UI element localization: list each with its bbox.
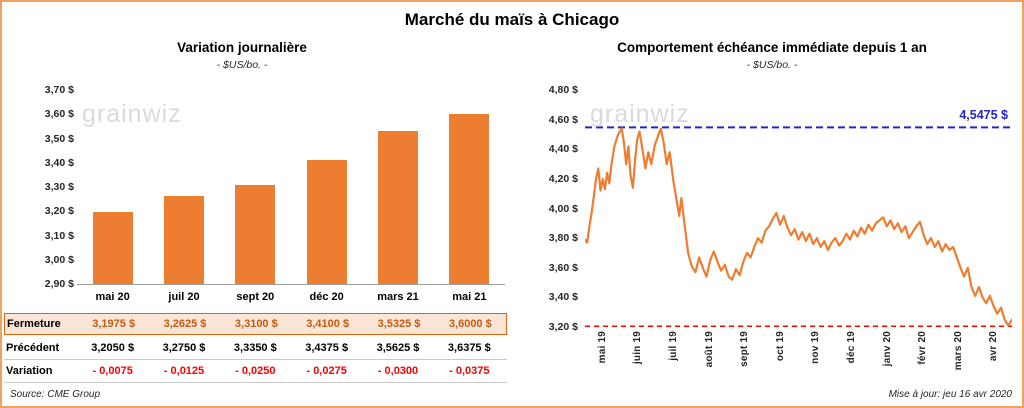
x-month-label: févr 20 (917, 331, 928, 365)
x-month-label: oct 19 (774, 331, 786, 362)
bar-5 (449, 114, 490, 284)
bar-3 (306, 160, 347, 284)
table-cell: - 0,0250 (235, 365, 276, 377)
table-cell: 3,6000 $ (448, 318, 492, 330)
y-tick-label: 3,00 $ (44, 253, 74, 266)
table-row-variation: Variation - 0,0075 - 0,0125 - 0,0250 - 0,027… (4, 361, 507, 383)
y-tick-label: 4,20 $ (548, 172, 578, 185)
table-cell: 3,6375 $ (447, 342, 491, 354)
price-table: Fermeture 3,1975 $ 3,2625 $ 3,3100 $ 3,4100 … (4, 2, 507, 406)
grainwiz-watermark: grainwiz (590, 100, 690, 128)
x-month-label: nov 19 (810, 331, 822, 364)
y-tick-label: 3,30 $ (44, 181, 74, 193)
table-cell: - 0,0125 (163, 365, 205, 377)
table-cell: 3,4375 $ (305, 342, 349, 354)
page-title: Marché du maïs à Chicago (404, 10, 620, 29)
bar-chart-title: Variation journalière (177, 40, 307, 55)
table-cell: 3,2625 $ (163, 318, 207, 330)
y-tick-label: 3,10 $ (44, 229, 74, 242)
x-month-label: mai 19 (596, 331, 608, 364)
x-month-label: avr 20 (988, 331, 1000, 362)
line-chart-title: Comportement échéance immédiate depuis 1… (617, 40, 927, 55)
bar-chart-x-axis: mai 20 juil 20 sept 20 déc 20 mars 21 mai 21 (77, 291, 505, 303)
x-category-label: sept 20 (236, 291, 275, 303)
table-cell: 3,1975 $ (92, 318, 136, 330)
bar-plot (77, 90, 505, 285)
x-category-label: déc 20 (309, 291, 344, 303)
line-chart-y-axis: 4,80 $ 4,60 $ 4,40 $ 4,20 $ 4,00 $ 3,80 $ 3,60… (528, 84, 578, 333)
y-tick-label: 3,70 $ (44, 84, 74, 96)
x-category-label: juil 20 (168, 291, 200, 303)
table-cell: 3,5625 $ (376, 342, 420, 354)
line-chart-subtitle: - $US/bo. - (746, 59, 798, 71)
y-tick-label: 3,50 $ (44, 132, 74, 145)
table-cell: - 0,0275 (306, 365, 347, 377)
table-cell: 3,2750 $ (162, 342, 206, 354)
x-month-label: sept 19 (739, 331, 751, 367)
y-tick-label: 3,60 $ (44, 108, 74, 121)
x-month-label: juil 19 (668, 331, 679, 361)
y-tick-label: 4,60 $ (548, 113, 578, 126)
x-month-label: août 19 (703, 331, 715, 368)
x-month-label: juin 19 (632, 331, 644, 365)
table-cell: - 0,0375 (449, 365, 490, 377)
y-tick-label: 3,40 $ (548, 291, 578, 304)
y-tick-label: 4,80 $ (548, 84, 578, 96)
y-tick-label: 2,90 $ (44, 278, 74, 290)
price-line-series (583, 127, 1014, 327)
table-cell: 3,3350 $ (233, 342, 277, 354)
bar-1 (164, 196, 204, 284)
y-tick-label: 4,40 $ (548, 143, 578, 156)
x-category-label: mai 21 (452, 291, 487, 303)
line-plot (583, 90, 1014, 328)
row-values: 3,1975 $ 3,2625 $ 3,3100 $ 3,4100 $ 3,5325 $… (78, 318, 506, 330)
x-month-label: déc 19 (845, 331, 857, 364)
y-tick-label: 3,40 $ (44, 156, 74, 169)
y-tick-label: 3,80 $ (548, 232, 578, 245)
table-cell: 3,2050 $ (91, 342, 135, 354)
bar-0 (92, 211, 133, 284)
table-cell: - 0,0300 (377, 365, 419, 377)
row-values: 3,2050 $ 3,2750 $ 3,3350 $ 3,4375 $ 3,5625 $… (77, 342, 505, 354)
line-chart-x-axis: mai 19 juin 19 juil 19 août 19 sept 19 oct 19… (585, 331, 1012, 383)
y-tick-label: 3,20 $ (44, 205, 74, 218)
row-label: Variation (6, 365, 53, 377)
row-values: - 0,0075 - 0,0125 - 0,0250 - 0,0275 - 0,0300… (77, 365, 505, 377)
bar-2 (235, 184, 276, 284)
y-tick-label: 4,00 $ (548, 202, 578, 215)
x-month-label: mars 20 (952, 331, 964, 371)
table-row-precedent: Précédent 3,2050 $ 3,2750 $ 3,3350 $ 3,4375 … (4, 338, 507, 360)
line-chart-svg (583, 126, 1014, 328)
table-cell: 3,3100 $ (234, 318, 278, 330)
table-row-fermeture: Fermeture 3,1975 $ 3,2625 $ 3,3100 $ 3,4100 … (4, 313, 507, 335)
table-cell: 3,5325 $ (377, 318, 421, 330)
update-date: Mise à jour: jeu 16 avr 2020 (888, 389, 1012, 400)
bar-4 (378, 130, 418, 284)
bar-chart-subtitle: - $US/bo. - (216, 59, 268, 71)
bar-chart-y-axis: 3,70 $ 3,60 $ 3,50 $ 3,40 $ 3,30 $ 3,20 $ 3,10… (28, 84, 74, 290)
reference-price-label: 4,5475 $ (959, 108, 1008, 122)
table-cell: - 0,0075 (92, 365, 133, 377)
row-label: Précédent (6, 342, 60, 354)
y-tick-label: 3,20 $ (548, 321, 578, 333)
y-tick-label: 3,60 $ (548, 261, 578, 274)
row-label: Fermeture (7, 318, 61, 330)
table-cell: 3,4100 $ (306, 318, 350, 330)
source-note: Source: CME Group (10, 389, 101, 400)
grainwiz-watermark: grainwiz (82, 100, 182, 128)
x-month-label: janv 20 (881, 331, 893, 367)
x-category-label: mai 20 (95, 291, 130, 303)
x-category-label: mars 21 (377, 291, 419, 303)
